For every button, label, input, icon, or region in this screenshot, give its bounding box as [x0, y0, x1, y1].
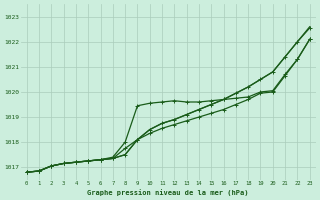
- X-axis label: Graphe pression niveau de la mer (hPa): Graphe pression niveau de la mer (hPa): [87, 189, 249, 196]
